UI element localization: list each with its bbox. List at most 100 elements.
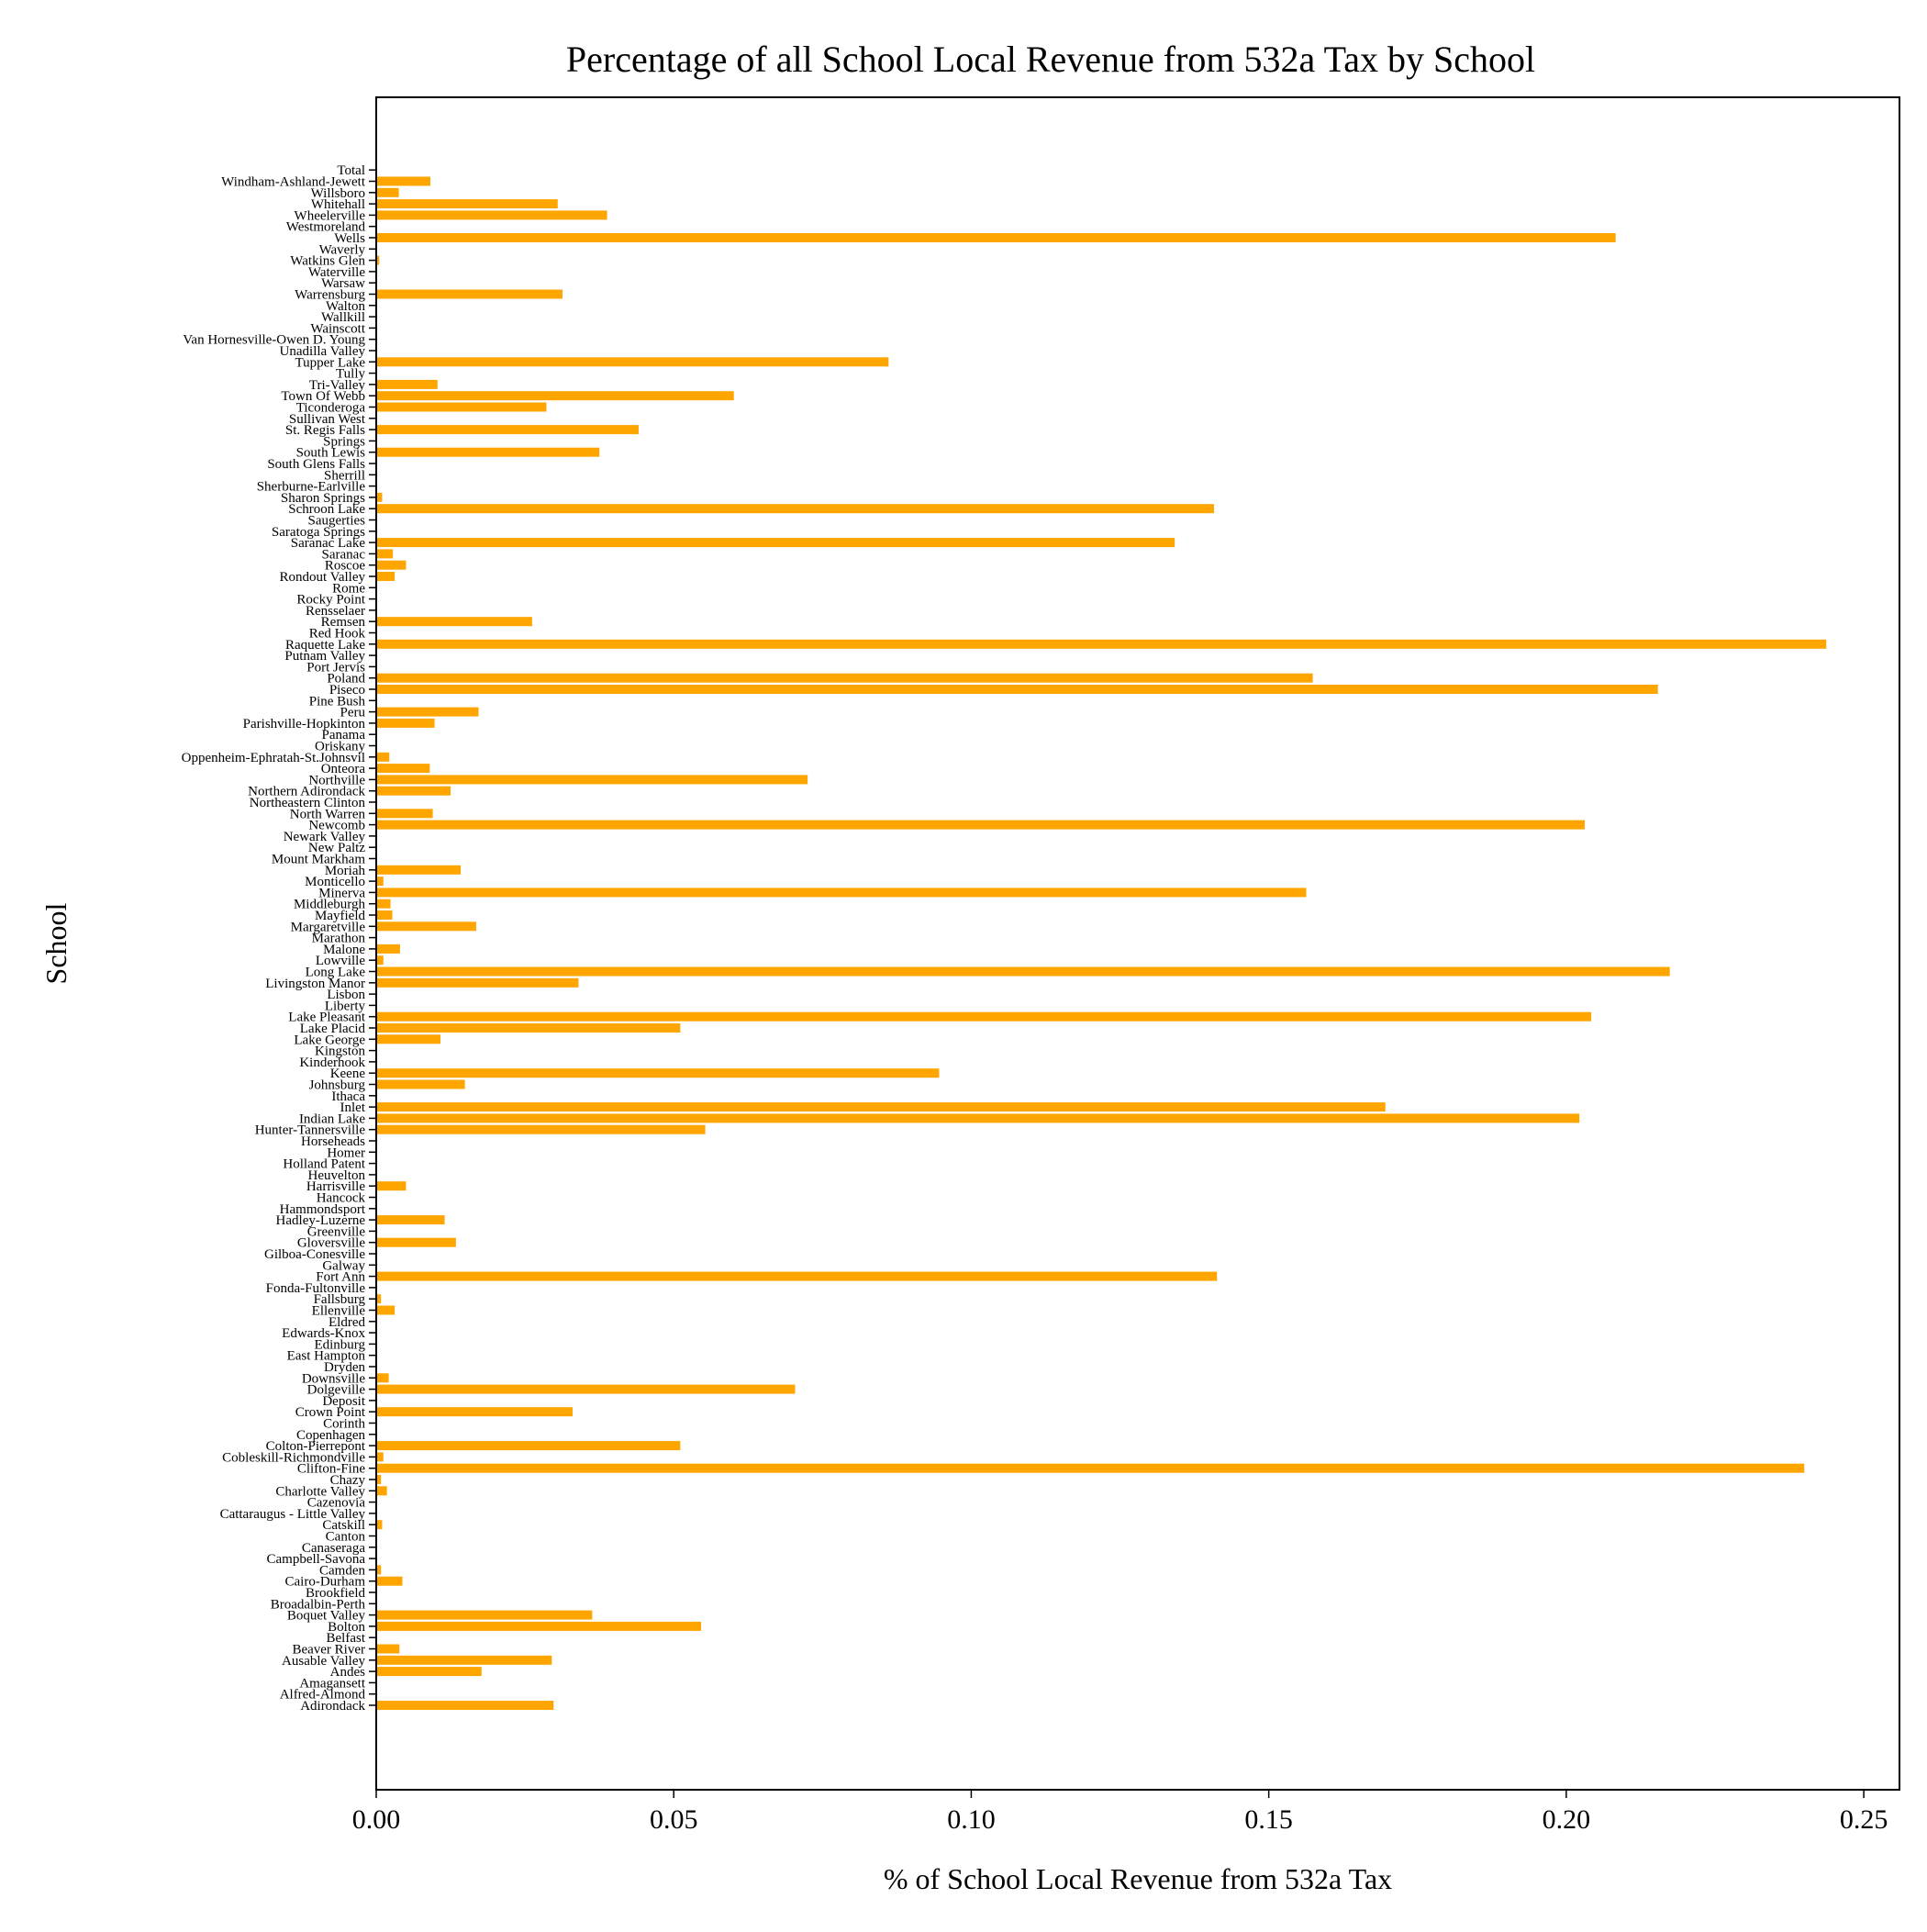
bar bbox=[376, 910, 393, 920]
bar bbox=[376, 1667, 482, 1677]
bar bbox=[376, 1102, 1386, 1112]
y-tick-label: Lisbon bbox=[327, 988, 365, 1002]
y-tick-label: Cazenovia bbox=[307, 1496, 366, 1511]
bar bbox=[376, 255, 380, 265]
y-tick-label: Canton bbox=[326, 1530, 366, 1545]
y-tick-label: Ticonderoga bbox=[296, 401, 366, 416]
bar bbox=[376, 289, 563, 299]
bar bbox=[376, 199, 558, 209]
bar bbox=[376, 1452, 384, 1462]
y-tick-label: Long Lake bbox=[306, 966, 366, 980]
bar bbox=[376, 176, 431, 186]
y-tick-label: Hadley-Luzerne bbox=[276, 1213, 366, 1228]
y-tick-label: Boquet Valley bbox=[287, 1609, 366, 1624]
y-tick-label: Oriskany bbox=[315, 740, 365, 754]
y-tick-label: Mayfield bbox=[315, 909, 365, 923]
bar bbox=[376, 391, 734, 401]
y-tick-label: Alfred-Almond bbox=[280, 1688, 366, 1703]
y-tick-label: Raquette Lake bbox=[285, 638, 365, 653]
y-tick-label: Hunter-Tannersville bbox=[255, 1123, 366, 1138]
y-tick-label: Whitehall bbox=[311, 197, 365, 212]
y-tick-label: Copenhagen bbox=[296, 1428, 365, 1443]
y-tick-label: Camden bbox=[319, 1563, 365, 1578]
y-tick-label: Harrisville bbox=[306, 1179, 365, 1194]
y-tick-label: Fonda-Fultonville bbox=[266, 1281, 366, 1296]
y-tick-label: New Paltz bbox=[308, 841, 365, 855]
bar bbox=[376, 1463, 1805, 1473]
y-tick-label: Saranac bbox=[322, 547, 366, 562]
y-tick-label: Oppenheim-Ephratah-St.Johnsvil bbox=[182, 751, 365, 765]
y-tick-label: Tully bbox=[336, 367, 365, 382]
y-tick-label: Malone bbox=[323, 943, 365, 957]
y-tick-label: Gloversville bbox=[297, 1236, 365, 1251]
bar bbox=[376, 1034, 441, 1044]
bar bbox=[376, 820, 1585, 830]
y-tick-label: Hammondsport bbox=[280, 1202, 366, 1217]
x-axis-label: % of School Local Revenue from 532a Tax bbox=[884, 1862, 1392, 1895]
y-tick-label: Keene bbox=[330, 1067, 366, 1081]
y-tick-label: Rocky Point bbox=[296, 593, 365, 608]
bar bbox=[376, 425, 639, 435]
bar bbox=[376, 538, 1175, 548]
y-tick-label: Campbell-Savona bbox=[267, 1552, 366, 1567]
y-tick-label: Mount Markham bbox=[272, 853, 365, 867]
bar bbox=[376, 187, 399, 197]
bar bbox=[376, 809, 433, 819]
bar bbox=[376, 1271, 1218, 1281]
bar bbox=[376, 899, 391, 909]
bar bbox=[376, 877, 384, 887]
y-tick-label: South Glens Falls bbox=[267, 457, 365, 472]
bar bbox=[376, 775, 808, 785]
bar bbox=[376, 210, 607, 220]
y-tick-label: Holland Patent bbox=[283, 1157, 365, 1172]
y-tick-label: Inlet bbox=[340, 1100, 366, 1115]
y-tick-label: Northeastern Clinton bbox=[250, 796, 366, 810]
bar bbox=[376, 673, 1313, 683]
y-tick-label: Port Jervis bbox=[306, 660, 365, 675]
y-tick-label: Homer bbox=[327, 1145, 365, 1160]
y-tick-label: Kinderhook bbox=[299, 1055, 365, 1070]
y-tick-label: Lake Pleasant bbox=[288, 1011, 366, 1025]
y-tick-label: Cattaraugus - Little Valley bbox=[220, 1507, 366, 1522]
bar bbox=[376, 447, 600, 457]
bar bbox=[376, 921, 476, 932]
y-tick-label: Greenville bbox=[307, 1224, 366, 1239]
y-tick-label: East Hampton bbox=[287, 1349, 366, 1364]
y-tick-label: Saugerties bbox=[308, 514, 366, 529]
plot-frame bbox=[375, 96, 1900, 1791]
bar bbox=[376, 1644, 400, 1654]
y-tick-label: Total bbox=[337, 163, 365, 178]
bar bbox=[376, 752, 390, 762]
y-tick-label: Saratoga Springs bbox=[272, 525, 365, 540]
bar bbox=[376, 1023, 681, 1033]
bar bbox=[376, 1610, 593, 1620]
bar bbox=[376, 617, 532, 627]
y-tick-label: Galway bbox=[322, 1258, 365, 1273]
bar bbox=[376, 1621, 702, 1631]
bar bbox=[376, 1407, 573, 1417]
y-tick-label: Newark Valley bbox=[284, 830, 366, 844]
bar bbox=[376, 1475, 382, 1484]
y-tick-label: Edinburg bbox=[314, 1337, 365, 1352]
y-tick-label: Colton-Pierrepont bbox=[266, 1439, 366, 1454]
bar bbox=[376, 233, 1616, 242]
y-tick-label: Sherburne-Earlville bbox=[257, 480, 366, 495]
bar bbox=[376, 764, 430, 774]
y-tick-label: Ithaca bbox=[331, 1089, 365, 1104]
y-tick-label: Wainscott bbox=[310, 321, 365, 336]
bar bbox=[376, 357, 889, 367]
y-tick-label: Lake George bbox=[294, 1033, 365, 1047]
y-tick-label: Westmoreland bbox=[286, 220, 366, 235]
bar bbox=[376, 865, 462, 875]
y-axis-label: School bbox=[39, 902, 72, 984]
bar bbox=[376, 1520, 383, 1530]
bars-layer bbox=[376, 176, 1827, 1710]
y-tick-label: Northville bbox=[308, 773, 365, 787]
y-tick-label: Gilboa-Conesville bbox=[264, 1247, 365, 1262]
y-tick-label: Margaretville bbox=[291, 920, 366, 934]
y-tick-label: Northern Adirondack bbox=[248, 785, 365, 799]
y-tick-label: Roscoe bbox=[325, 559, 366, 574]
y-tick-label: Beaver River bbox=[292, 1643, 365, 1658]
y-tick-label: Windham-Ashland-Jewett bbox=[221, 175, 366, 190]
